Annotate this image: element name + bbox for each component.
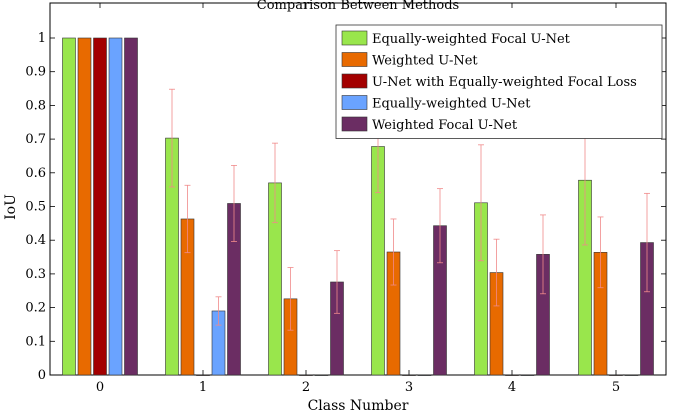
legend-swatch [341,95,368,110]
legend-label: Equally-weighted U-Net [372,97,531,112]
bar [624,374,639,376]
bar [196,374,210,376]
bar [417,374,432,376]
legend-label: U-Net with Equally-weighted Focal Loss [372,75,637,90]
bar [93,37,107,376]
x-tick-label: 3 [405,380,413,395]
legend-box [335,24,663,139]
y-tick-label: 0.5 [25,200,46,215]
y-tick-label: 0.8 [25,98,46,113]
legend-swatch [341,116,368,132]
x-tick-label: 4 [508,380,516,395]
bar [62,37,76,376]
x-tick-label: 5 [612,380,620,395]
legend: Equally-weighted Focal U-Net Weighted U-N… [335,24,663,139]
y-tick-label: 0.4 [25,233,46,248]
legend-swatch [341,73,368,89]
y-tick-label: 0.7 [25,132,46,147]
bar [314,374,329,376]
y-tick-label: 0.6 [25,166,46,181]
x-tick-label: 1 [199,380,207,395]
bar [520,374,535,376]
chart-title: Comparison Between Methods [257,0,459,13]
y-tick-label: 0 [38,368,46,383]
y-tick-label: 0.9 [25,65,46,80]
legend-swatch [341,52,368,67]
legend-label: Weighted Focal U-Net [372,118,518,133]
legend-label: Weighted U-Net [372,54,478,69]
x-tick-label: 2 [302,380,310,395]
y-tick-label: 1 [38,31,46,46]
axes-frame [49,2,667,376]
y-tick-label: 0.2 [25,301,46,316]
y-tick-label: 0.3 [25,267,46,282]
bar [299,374,313,376]
y-axis-label: IoU [3,194,19,220]
y-tick-label: 0.1 [25,334,46,349]
bar [124,37,138,376]
bar [77,37,92,376]
bar [402,374,416,376]
plot-area: 0 0.1 0.2 0.3 0.4 0.5 0.6 0.7 0.8 0.9 1 0 1 2 3 4 5 [25,2,667,395]
x-tick-label: 0 [96,380,104,395]
bar [505,374,519,376]
legend-swatch [341,30,368,46]
bar [108,37,123,376]
x-axis-label: Class Number [308,398,409,413]
bar [609,374,623,376]
legend-label: Equally-weighted Focal U-Net [372,32,571,47]
